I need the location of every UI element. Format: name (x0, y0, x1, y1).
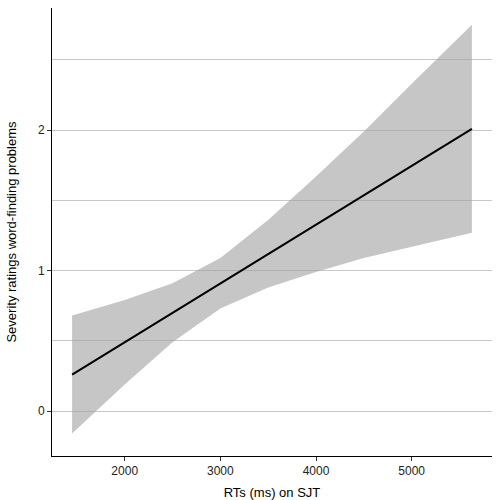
svg-text:4000: 4000 (303, 464, 330, 478)
svg-text:2000: 2000 (111, 464, 138, 478)
svg-text:Severity ratings word-finding: Severity ratings word-finding problems (4, 121, 19, 343)
svg-text:5000: 5000 (398, 464, 425, 478)
svg-text:RTs (ms) on SJT: RTs (ms) on SJT (224, 485, 321, 500)
svg-text:0: 0 (38, 404, 45, 418)
svg-text:2: 2 (38, 123, 45, 137)
svg-text:1: 1 (38, 264, 45, 278)
svg-text:3000: 3000 (207, 464, 234, 478)
